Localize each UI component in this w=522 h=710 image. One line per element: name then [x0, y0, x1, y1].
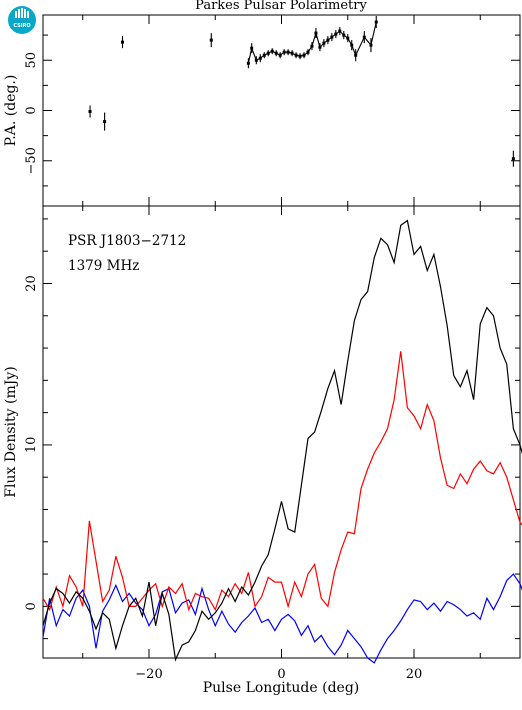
- flux-x-tick-label: −20: [135, 667, 162, 682]
- pa-y-tick-label: −50: [24, 147, 39, 174]
- pa-connector: [247, 21, 377, 64]
- flux-y-tick-label: 20: [24, 275, 39, 292]
- pulse-longitude-x-axis-label: Pulse Longitude (deg): [203, 680, 360, 696]
- pa-point: [103, 120, 107, 124]
- pa-point: [511, 157, 515, 161]
- pa-point: [121, 40, 124, 44]
- flux-x-tick-label: 0: [277, 667, 285, 682]
- profile-axis-ticks: 0 10 20 −20 0 20: [24, 206, 520, 682]
- linear-flux-line: [42, 351, 522, 612]
- pa-y-axis-label: P.A. (deg.): [3, 75, 19, 147]
- frequency-annotation: 1379 MHz: [68, 258, 139, 274]
- flux-x-tick-label: 20: [406, 667, 423, 682]
- pa-plot-frame: [42, 14, 521, 207]
- pa-panel: −50 0 50 P.A. (deg.): [3, 14, 521, 207]
- flux-y-tick-label: 0: [24, 602, 39, 610]
- pa-points: [88, 16, 515, 167]
- profile-series: [42, 219, 522, 664]
- profile-panel: 0 10 20 −20 0 20 Flux Density (mJy) Pulse Lon…: [3, 205, 522, 696]
- chart-title: Parkes Pulsar Polarimetry: [195, 0, 367, 13]
- pa-point: [209, 38, 213, 42]
- flux-y-axis-label: Flux Density (mJy): [3, 366, 19, 497]
- logo-text: CSIRO: [13, 23, 30, 29]
- pulsar-name-annotation: PSR J1803−2712: [68, 233, 186, 249]
- flux-y-tick-label: 10: [24, 437, 39, 454]
- pa-y-tick-label: 50: [24, 52, 39, 69]
- pa-axis-ticks: −50 0 50: [24, 15, 520, 206]
- pa-y-tick-label: 0: [24, 106, 39, 114]
- total-flux-line: [42, 219, 522, 662]
- pa-point: [88, 110, 92, 114]
- csiro-logo: CSIRO: [8, 6, 36, 34]
- circular-flux-line: [42, 573, 522, 664]
